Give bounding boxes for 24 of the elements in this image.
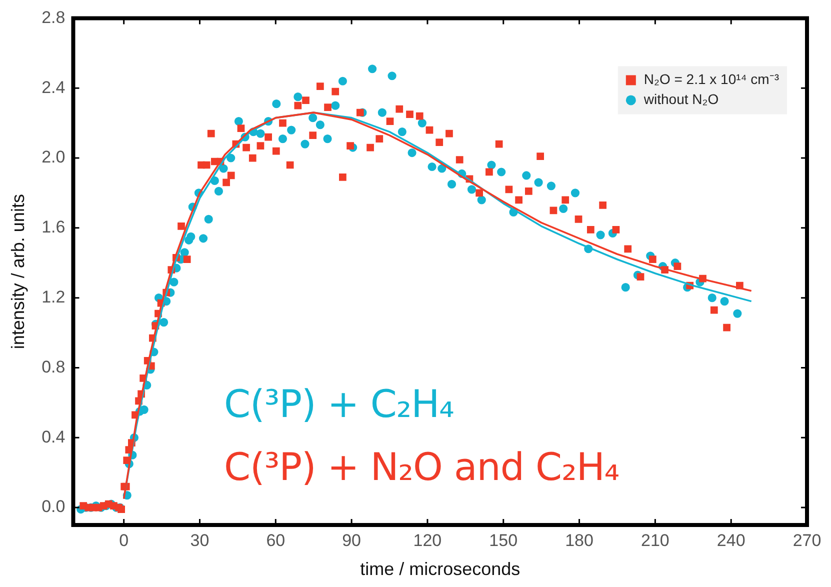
x-tick-label: 60: [266, 530, 286, 550]
y-tick-label: 0.4: [42, 427, 66, 446]
x-tick-label: 0: [119, 530, 129, 550]
x-tick-label: 180: [565, 530, 594, 550]
x-tick-label: 90: [342, 530, 362, 550]
y-tick-label: 0.8: [42, 357, 66, 376]
x-tick-label: 120: [413, 530, 442, 550]
y-tick-label: 1.2: [42, 288, 66, 306]
x-tick-label: 150: [489, 530, 518, 550]
y-tick-label: 2.8: [42, 8, 66, 27]
y-tick-label: 2.4: [42, 78, 66, 97]
legend-label: without N₂O: [642, 91, 719, 108]
x-tick-label: 210: [641, 530, 670, 550]
annotation: C(³P) + C₂H₄: [224, 382, 454, 426]
x-tick-label: 270: [792, 530, 822, 550]
y-tick-label: 1.6: [42, 218, 66, 237]
x-tick-label: 30: [190, 530, 210, 550]
y-tick-label: 0.0: [42, 497, 66, 516]
x-axis-title: time / microseconds: [360, 559, 520, 580]
y-axis-title: intensity / arb. units: [8, 194, 28, 350]
annotation: C(³P) + N₂O and C₂H₄: [224, 445, 620, 489]
x-tick-label: 240: [716, 530, 746, 550]
legend-label: N₂O = 2.1 x 10¹⁴ cm⁻³: [644, 71, 780, 88]
y-tick-label: 2.0: [42, 148, 66, 167]
